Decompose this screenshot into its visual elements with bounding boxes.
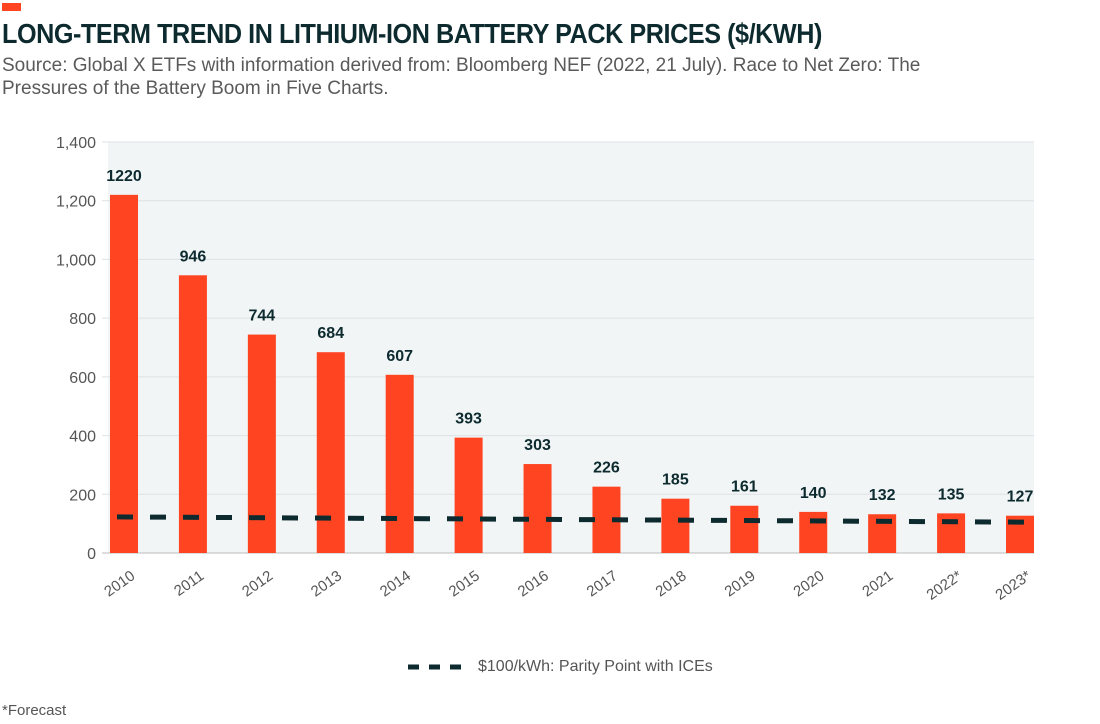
data-label: 132 [869, 487, 896, 504]
x-tick-label: 2019 [722, 567, 759, 600]
data-label: 607 [386, 348, 413, 365]
x-tick-label: 2012 [239, 567, 276, 600]
parity-dashed-line [116, 514, 1029, 525]
x-tick-label: 2010 [101, 567, 138, 600]
data-label: 393 [455, 411, 482, 428]
x-tick-label: 2015 [446, 567, 483, 600]
x-tick-label: 2018 [653, 567, 690, 600]
footnote: *Forecast [2, 702, 67, 719]
y-tick-label: 1,200 [56, 194, 96, 211]
data-label: 744 [248, 308, 275, 325]
legend-label: $100/kWh: Parity Point with ICEs [478, 658, 713, 675]
bar [799, 511, 828, 553]
data-label: 1220 [106, 168, 142, 185]
data-label: 161 [731, 479, 758, 496]
x-tick-label: 2017 [584, 567, 621, 600]
legend: $100/kWh: Parity Point with ICEs [408, 658, 713, 676]
bar [316, 352, 345, 553]
bar [385, 374, 414, 553]
data-label: 226 [593, 460, 620, 477]
x-tick-label: 2020 [790, 567, 827, 600]
chart-title: LONG-TERM TREND IN LITHIUM-ION BATTERY P… [2, 18, 822, 49]
x-tick-label: 2011 [171, 567, 207, 599]
bar [247, 334, 276, 553]
data-label: 303 [524, 437, 551, 454]
x-tick-label: 2013 [308, 567, 345, 600]
y-tick-label: 800 [69, 311, 96, 328]
y-tick-label: 200 [69, 487, 96, 504]
brand-accent-bar [2, 3, 21, 11]
bar [730, 505, 759, 553]
bar [110, 194, 138, 554]
x-tick-label: 2023* [992, 567, 1034, 604]
data-label: 135 [938, 486, 965, 503]
y-tick-label: 0 [87, 546, 96, 563]
bar [661, 498, 690, 553]
x-tick-label: 2022* [923, 567, 965, 604]
chart-subtitle: Source: Global X ETFs with information d… [2, 55, 921, 99]
bar [178, 275, 207, 553]
x-tick-label: 2021 [859, 567, 896, 600]
y-tick-label: 600 [69, 370, 96, 387]
data-label: 185 [662, 472, 689, 489]
y-tick-label: 1,400 [56, 135, 96, 152]
data-label: 684 [317, 325, 344, 342]
bar [454, 437, 483, 553]
data-label: 946 [180, 248, 207, 265]
x-tick-label: 2016 [515, 567, 552, 600]
y-tick-label: 1,000 [56, 252, 96, 269]
x-tick-label: 2014 [377, 567, 414, 600]
bar [523, 464, 552, 553]
data-label: 127 [1007, 489, 1034, 506]
legend-dash-icon [408, 664, 470, 670]
y-tick-label: 400 [69, 429, 96, 446]
data-label: 140 [800, 485, 827, 502]
